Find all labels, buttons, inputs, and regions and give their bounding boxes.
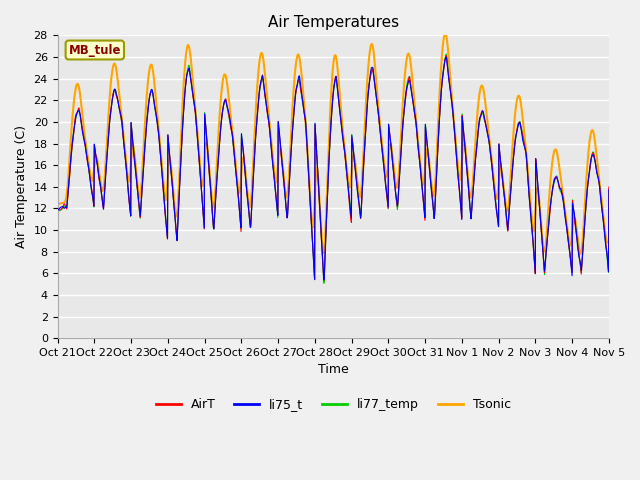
Text: MB_tule: MB_tule (68, 44, 121, 57)
Title: Air Temperatures: Air Temperatures (268, 15, 399, 30)
Legend: AirT, li75_t, li77_temp, Tsonic: AirT, li75_t, li77_temp, Tsonic (150, 393, 516, 416)
X-axis label: Time: Time (318, 363, 349, 376)
Y-axis label: Air Temperature (C): Air Temperature (C) (15, 125, 28, 248)
